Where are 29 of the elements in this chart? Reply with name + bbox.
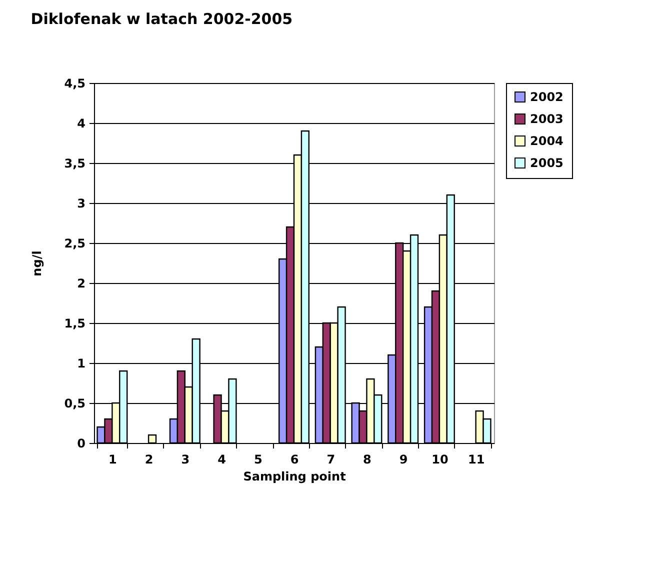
y-tick-label: 2,5 bbox=[64, 236, 86, 250]
y-tick-label: 4 bbox=[77, 116, 86, 130]
x-tick-label: 7 bbox=[326, 452, 336, 466]
legend-label: 2005 bbox=[530, 156, 564, 170]
x-tick-label: 3 bbox=[181, 452, 190, 466]
y-tick-label: 0,5 bbox=[64, 396, 86, 410]
x-tick-label: 8 bbox=[363, 452, 372, 466]
x-tick-label: 11 bbox=[468, 452, 485, 466]
y-tick-label: 0 bbox=[77, 436, 86, 450]
y-axis-title: ng/l bbox=[30, 250, 44, 276]
x-tick-label: 1 bbox=[108, 452, 117, 466]
legend-label: 2002 bbox=[530, 90, 564, 104]
bar bbox=[148, 434, 157, 444]
y-tick-label: 2 bbox=[77, 276, 86, 290]
y-tick-label: 4,5 bbox=[64, 76, 86, 90]
y-tick-label: 1,5 bbox=[64, 316, 86, 330]
x-tick-label: 6 bbox=[290, 452, 299, 466]
x-tick-label: 9 bbox=[399, 452, 408, 466]
x-axis-title: Sampling point bbox=[243, 470, 346, 484]
y-tick-label: 3 bbox=[77, 196, 86, 210]
x-tick-label: 2 bbox=[144, 452, 154, 466]
x-tick-label: 4 bbox=[218, 452, 226, 466]
chart-title: Diklofenak w latach 2002-2005 bbox=[30, 10, 293, 28]
x-tick-label: 5 bbox=[254, 452, 262, 466]
legend-label: 2003 bbox=[530, 112, 564, 126]
legend-label: 2004 bbox=[530, 134, 564, 148]
x-tick-label: 10 bbox=[432, 452, 448, 466]
y-tick-label: 1 bbox=[77, 356, 86, 370]
y-tick-label: 3,5 bbox=[64, 156, 86, 170]
